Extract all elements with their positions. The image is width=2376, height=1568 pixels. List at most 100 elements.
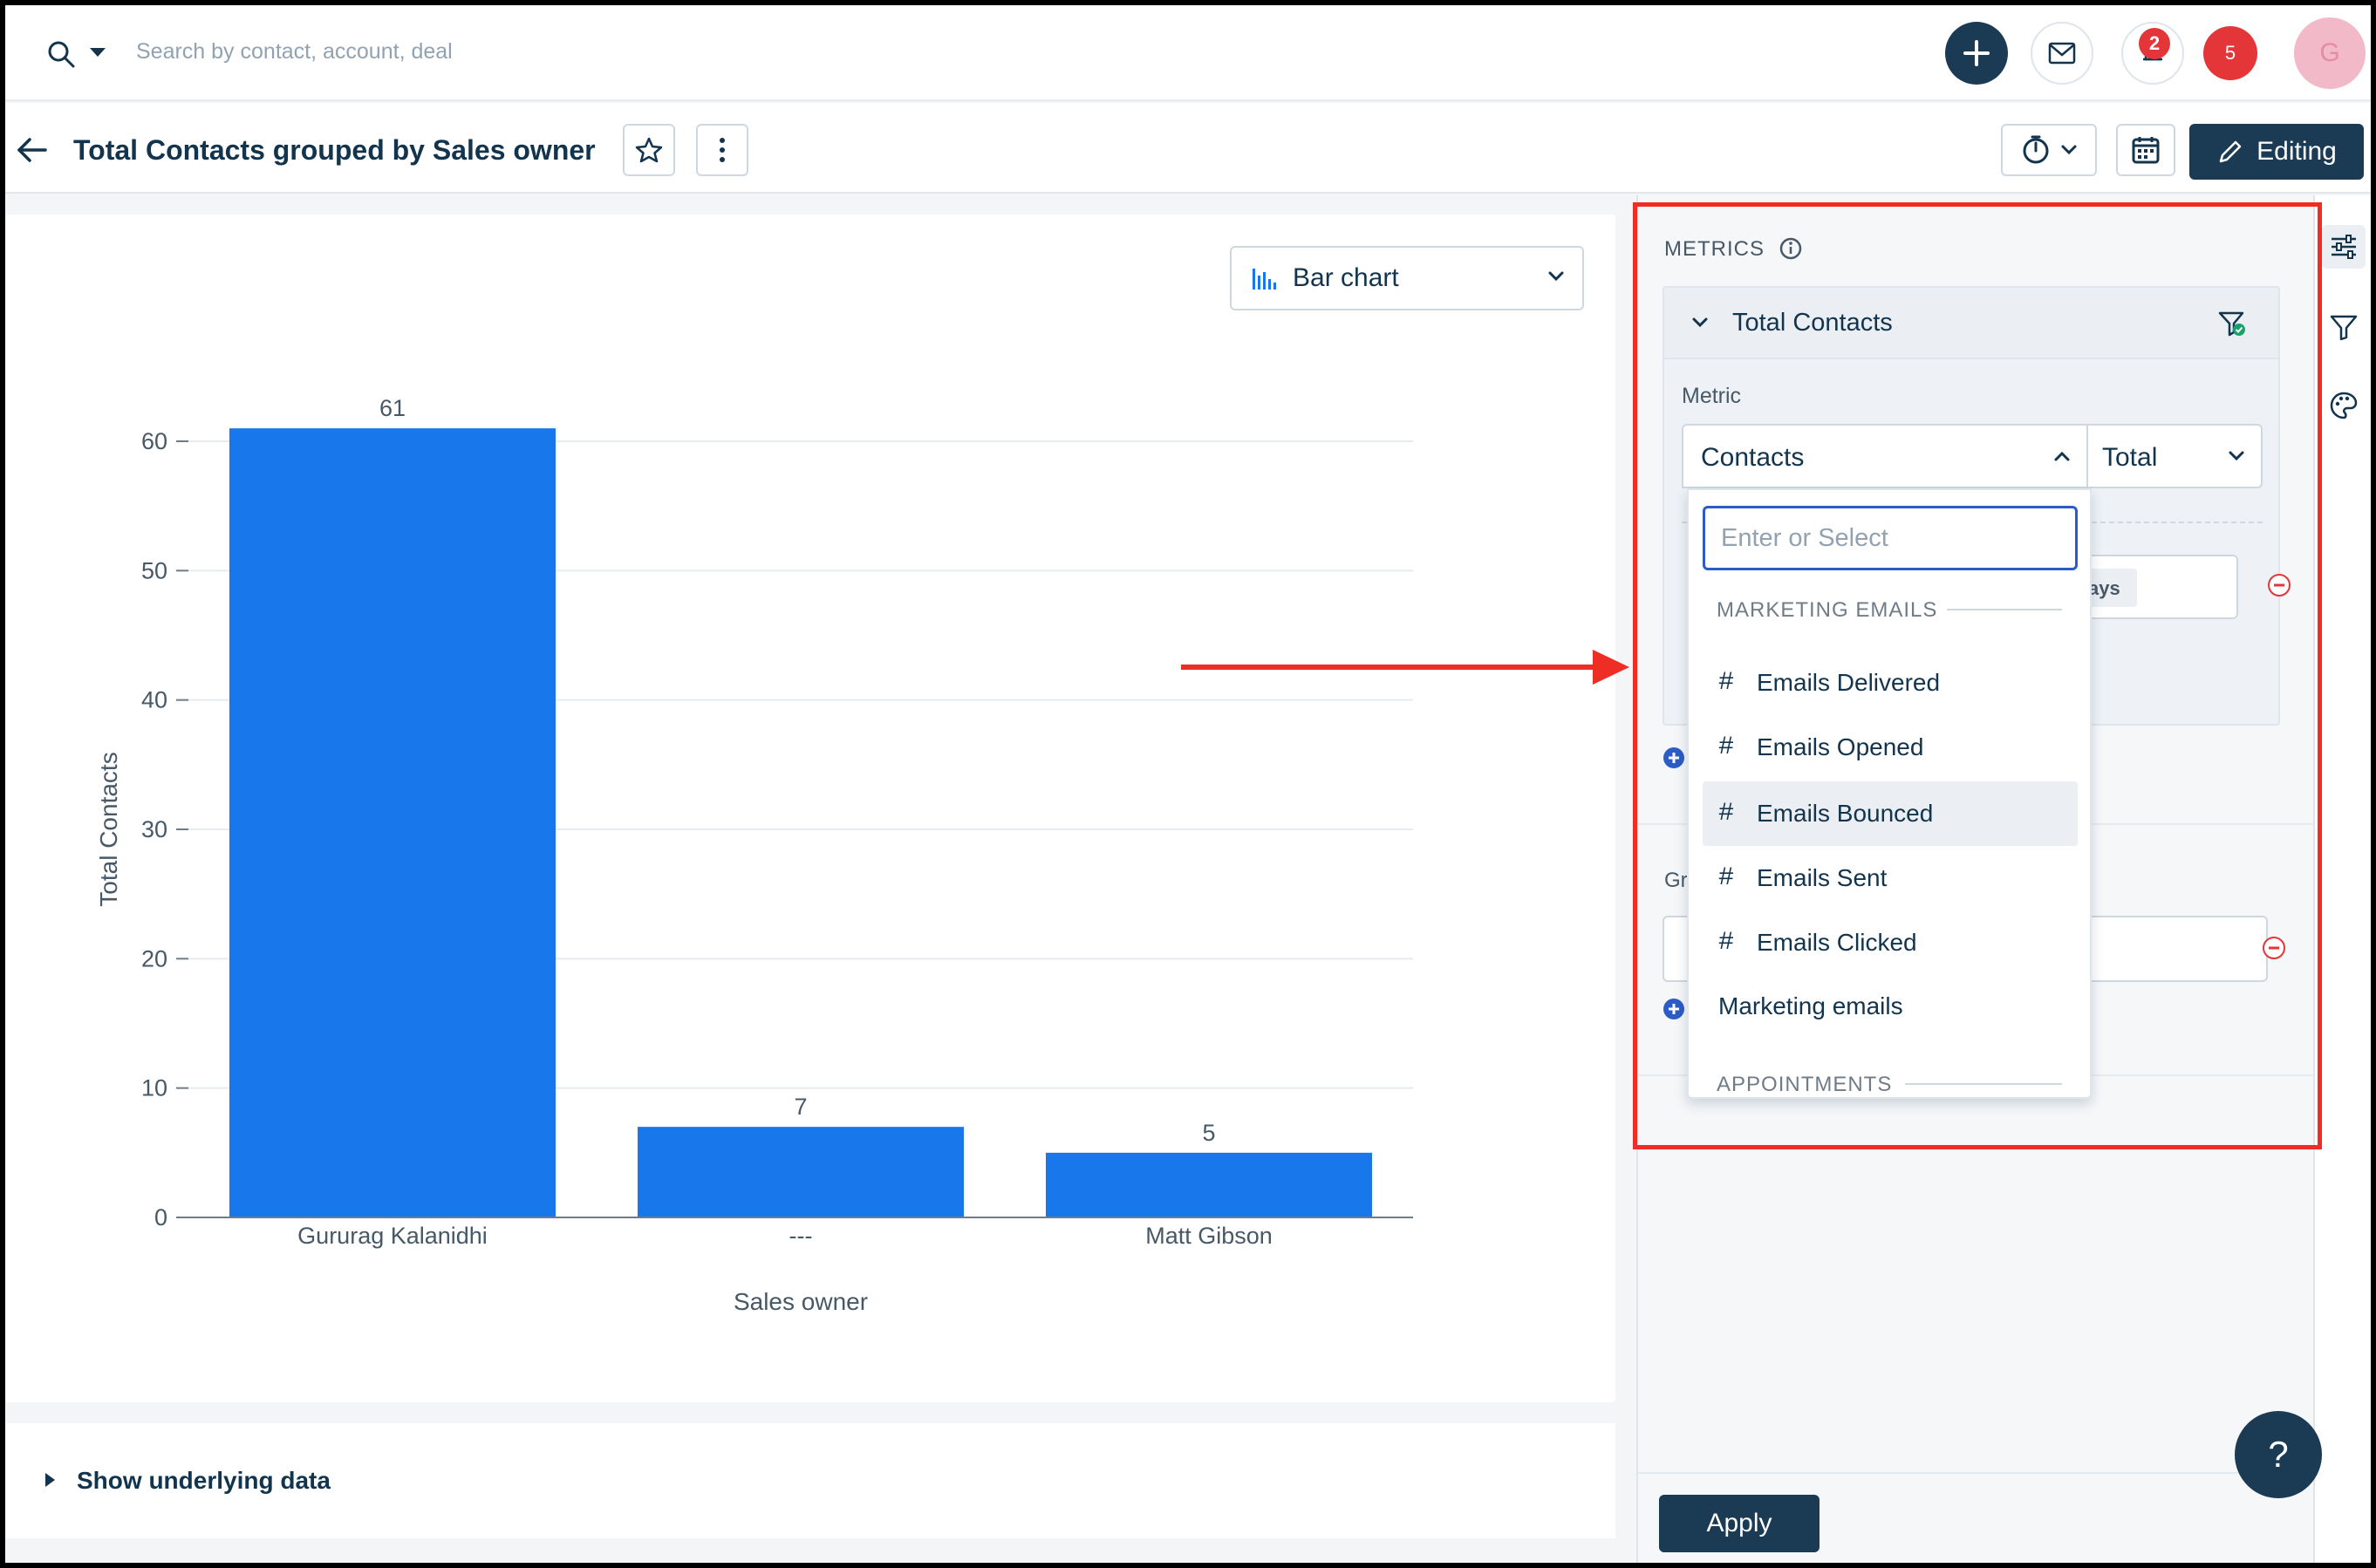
annotation-arrow-icon	[1181, 650, 1629, 685]
report-header: Total Contacts grouped by Sales owner	[5, 103, 2371, 194]
x-tick-label: ---	[789, 1223, 813, 1249]
caret-right-icon	[45, 1473, 55, 1487]
chevron-down-icon	[1548, 271, 1564, 282]
editing-label: Editing	[2257, 137, 2337, 166]
apply-button[interactable]: Apply	[1659, 1495, 1820, 1552]
footer-divider	[1638, 1472, 2315, 1474]
add-metric-icon[interactable]	[1663, 747, 1685, 769]
filter-applied-icon[interactable]	[2217, 309, 2247, 338]
global-search-input[interactable]	[136, 31, 921, 72]
x-tick-label: Gururag Kalanidhi	[297, 1223, 488, 1249]
number-field-icon: #	[1718, 928, 1735, 958]
search-icon[interactable]	[45, 38, 77, 70]
star-icon	[635, 137, 663, 163]
number-field-icon: #	[1718, 733, 1735, 762]
favorite-button[interactable]	[623, 124, 675, 176]
back-arrow-icon[interactable]	[14, 134, 49, 166]
number-field-icon: #	[1718, 668, 1735, 698]
activity-count-badge: 2	[2139, 28, 2170, 59]
menu-item-emails-bounced[interactable]: # Emails Bounced	[1703, 781, 2078, 846]
section-marketing-emails: MARKETING EMAILS	[1717, 598, 1938, 622]
y-axis-title: Total Contacts	[95, 752, 122, 906]
user-avatar[interactable]: G	[2294, 17, 2366, 89]
chevron-down-icon	[2229, 451, 2244, 461]
y-tick-label: 40	[141, 687, 167, 713]
appearance-tab[interactable]	[2322, 384, 2366, 427]
info-icon[interactable]	[1778, 235, 1804, 262]
highlight-annotation-box	[1633, 202, 2322, 1149]
metric-search-input[interactable]	[1703, 506, 2078, 570]
show-underlying-data-toggle[interactable]: Show underlying data	[5, 1423, 1615, 1538]
aggregation-select[interactable]: Total	[2086, 424, 2263, 488]
schedule-button[interactable]	[2116, 124, 2175, 176]
y-tick-label: 50	[141, 557, 167, 583]
metric-card-header[interactable]: Total Contacts	[1664, 288, 2278, 359]
metric-select-value: Contacts	[1701, 443, 1805, 472]
y-tick-label: 30	[141, 816, 167, 842]
metric-select[interactable]: Contacts	[1682, 424, 2088, 488]
remove-condition-icon[interactable]	[2266, 572, 2292, 598]
filter-tab[interactable]	[2322, 305, 2366, 349]
search-scope-caret-icon[interactable]	[85, 44, 110, 61]
show-underlying-data-label: Show underlying data	[77, 1467, 331, 1494]
app-window: 2 5 G Total Contacts grouped by Sales ow…	[5, 5, 2371, 1563]
calendar-icon	[2132, 137, 2160, 164]
metric-card-title: Total Contacts	[1732, 309, 1893, 337]
more-options-button[interactable]	[696, 124, 748, 176]
sliders-icon	[2332, 235, 2356, 259]
notifications-button[interactable]: 5	[2203, 26, 2257, 80]
filter-icon	[2330, 315, 2358, 341]
menu-item-emails-sent[interactable]: # Emails Sent	[1703, 846, 2078, 910]
settings-tab[interactable]	[2322, 225, 2366, 269]
timer-icon	[2023, 135, 2049, 164]
y-tick-label: 10	[141, 1075, 167, 1101]
section-divider-line	[1905, 1083, 2062, 1085]
add-group-icon[interactable]	[1663, 998, 1685, 1020]
menu-item-emails-delivered[interactable]: # Emails Delivered	[1703, 651, 2078, 715]
metrics-section-title: METRICS	[1664, 237, 1765, 261]
number-field-icon: #	[1718, 799, 1735, 828]
number-field-icon: #	[1718, 863, 1735, 893]
metric-field-label: Metric	[1682, 384, 1742, 408]
x-tick-label: Matt Gibson	[1145, 1223, 1273, 1249]
menu-item-label: Emails Delivered	[1757, 669, 1941, 696]
bar-chart: 0 10 20 30 40 50 60 61 Gururag Kalanidhi 7 --- 5 Mat…	[95, 395, 1413, 1315]
chart-type-dropdown[interactable]: Bar chart	[1230, 246, 1584, 310]
menu-item-label: Emails Opened	[1757, 733, 1924, 760]
aggregation-select-value: Total	[2102, 443, 2158, 472]
chevron-down-icon	[1692, 317, 1708, 328]
section-appointments: APPOINTMENTS	[1717, 1073, 1893, 1096]
menu-item-emails-opened[interactable]: # Emails Opened	[1703, 715, 2078, 780]
page-title: Total Contacts grouped by Sales owner	[73, 134, 596, 166]
condition-chip: ays	[2088, 569, 2137, 607]
remove-group-icon[interactable]	[2261, 935, 2287, 961]
menu-item-label: Emails Sent	[1757, 864, 1888, 891]
x-axis-title: Sales owner	[734, 1288, 868, 1315]
chevron-down-icon	[2061, 145, 2077, 155]
section-divider-line	[1947, 609, 2062, 610]
bar	[229, 428, 556, 1217]
bar	[638, 1127, 964, 1217]
menu-item-label: Emails Bounced	[1757, 800, 1934, 827]
bar	[1046, 1152, 1372, 1217]
metric-dropdown-menu: MARKETING EMAILS # Emails Delivered # Em…	[1687, 488, 2092, 1099]
top-navigation-bar: 2 5 G	[5, 5, 2371, 101]
data-label: 61	[379, 395, 406, 421]
kebab-menu-icon	[720, 138, 725, 162]
chart-type-label: Bar chart	[1293, 263, 1399, 292]
menu-item-marketing-emails[interactable]: Marketing emails	[1718, 992, 1903, 1019]
refresh-interval-button[interactable]	[2001, 124, 2097, 176]
plus-icon	[1963, 40, 1990, 66]
quick-add-button[interactable]	[1945, 22, 2008, 85]
y-tick-label: 20	[141, 945, 167, 971]
editing-button[interactable]: Editing	[2189, 124, 2364, 180]
y-tick-label: 60	[141, 428, 167, 454]
bar-chart-icon	[1253, 269, 1276, 290]
menu-item-emails-clicked[interactable]: # Emails Clicked	[1703, 910, 2078, 975]
pencil-icon	[2219, 140, 2242, 163]
palette-icon	[2330, 392, 2358, 419]
y-tick-label: 0	[154, 1204, 167, 1231]
help-button[interactable]: ?	[2235, 1411, 2322, 1498]
mail-button[interactable]	[2031, 22, 2093, 85]
group-by-section-title: Gr	[1664, 869, 1688, 892]
